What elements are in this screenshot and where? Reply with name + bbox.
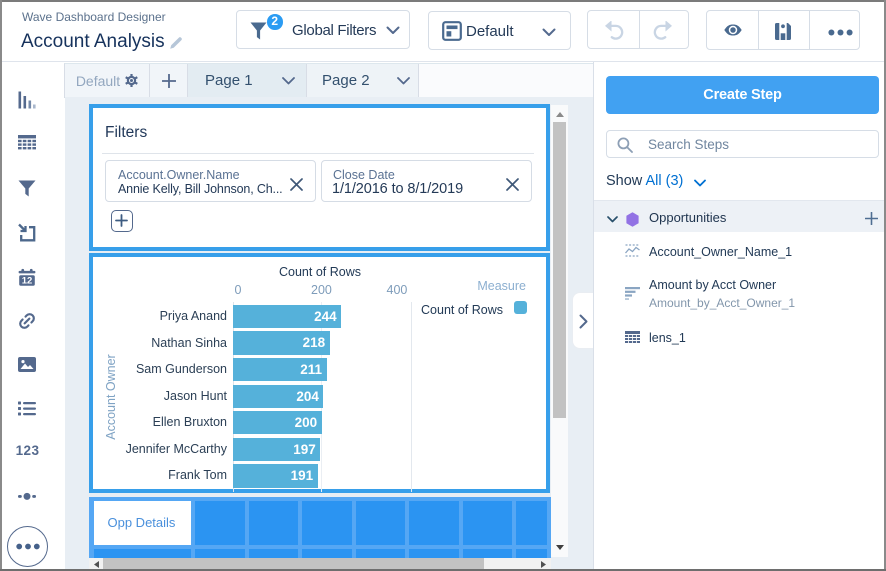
svg-text:12: 12 — [22, 276, 33, 286]
